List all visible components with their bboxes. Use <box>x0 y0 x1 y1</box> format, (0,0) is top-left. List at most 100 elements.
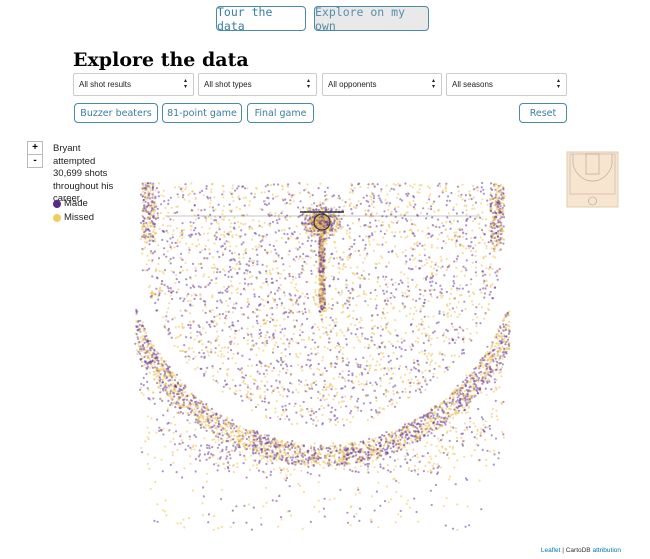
shot-dot <box>264 408 267 411</box>
shot-dot <box>163 200 166 203</box>
shot-dot <box>251 247 254 251</box>
shot-dot <box>204 216 207 219</box>
shot-dot <box>411 455 414 458</box>
shot-dot <box>460 432 463 435</box>
shot-dot <box>188 200 191 203</box>
shot-dot <box>255 354 258 357</box>
shot-dot <box>269 458 272 461</box>
shot-dot <box>333 455 336 458</box>
shot-dot <box>448 297 451 300</box>
shot-dot <box>339 406 343 409</box>
shot-dot <box>290 423 293 426</box>
shot-dot <box>421 244 424 247</box>
shot-dot <box>305 255 308 258</box>
shot-dot <box>207 457 210 460</box>
shot-dot <box>442 310 445 314</box>
shot-dot <box>270 391 274 394</box>
shot-dot <box>381 328 384 331</box>
shot-dot <box>346 224 349 227</box>
shot-dot <box>151 252 154 255</box>
shot-dot <box>227 304 230 307</box>
shot-dot <box>249 387 252 390</box>
shot-dot <box>319 182 322 185</box>
shot-dot <box>181 269 185 272</box>
shot-dot <box>405 448 408 452</box>
shot-dot <box>171 403 174 406</box>
shot-dot <box>280 304 283 307</box>
shot-dot <box>396 255 399 258</box>
shot-dot <box>188 192 192 195</box>
shot-dot <box>363 292 366 295</box>
shot-dot <box>212 256 215 259</box>
shot-dot <box>199 293 202 296</box>
shot-dot <box>281 210 284 213</box>
shot-dot <box>332 377 336 380</box>
shot-dot <box>311 387 314 390</box>
shot-dot <box>230 291 233 295</box>
shot-dot <box>272 389 275 392</box>
shot-dot <box>450 287 453 290</box>
shot-dot <box>376 280 379 283</box>
shot-dot <box>224 289 227 292</box>
shot-dot <box>414 257 417 260</box>
shot-dot <box>441 353 444 356</box>
shot-dot <box>270 385 273 388</box>
shot-dot <box>277 254 280 257</box>
shot-dot <box>304 379 307 382</box>
shot-dot <box>374 395 377 398</box>
shot-dot <box>199 251 202 254</box>
shot-dot <box>214 347 217 350</box>
shot-dot <box>335 250 338 253</box>
shot-dot <box>470 454 473 457</box>
shot-dot <box>286 388 289 391</box>
shot-dot <box>318 408 321 411</box>
shot-dot <box>175 274 178 277</box>
shot-dot <box>314 281 317 284</box>
shot-dot <box>255 276 258 279</box>
shot-dot <box>190 294 193 297</box>
shot-dot <box>470 431 473 434</box>
shot-dot <box>140 386 143 389</box>
shot-dot <box>392 468 395 471</box>
shot-dot <box>147 389 150 392</box>
shot-dot <box>359 366 362 369</box>
shot-dot <box>285 415 289 418</box>
shot-dot <box>256 253 259 256</box>
shot-dot <box>208 227 211 230</box>
shot-dot <box>361 326 365 329</box>
shot-dot <box>463 406 466 409</box>
shot-dot <box>285 311 288 314</box>
shot-dot <box>188 422 191 425</box>
shot-dot <box>252 325 255 328</box>
shot-dot <box>419 307 423 310</box>
shot-dot <box>228 464 231 467</box>
shot-dot <box>341 360 344 364</box>
shot-dot <box>482 192 485 195</box>
shot-dot <box>204 426 207 430</box>
shot-dot <box>294 402 297 405</box>
shot-dot <box>359 225 362 228</box>
shot-dot <box>471 254 474 257</box>
shot-dot <box>193 403 196 406</box>
shot-dot <box>479 190 482 193</box>
shot-dot <box>390 367 393 370</box>
shot-dot <box>218 313 221 316</box>
shot-dot <box>423 315 426 318</box>
shot-dot <box>139 336 142 339</box>
shot-dot <box>379 379 382 382</box>
shot-dot <box>268 224 272 227</box>
shot-dot <box>148 397 151 401</box>
shot-dot <box>228 203 231 206</box>
shot-dot <box>437 465 440 468</box>
shot-dot <box>372 200 375 203</box>
shot-dot <box>270 214 273 217</box>
shot-dot <box>418 253 421 256</box>
shot-dot <box>479 359 482 362</box>
shot-dot <box>197 341 200 344</box>
shot-dot <box>336 197 339 200</box>
shot-dot <box>236 466 239 469</box>
shot-dot <box>184 391 187 394</box>
shot-dot <box>194 421 197 424</box>
shot-dot <box>292 200 295 203</box>
shot-dot <box>416 379 419 382</box>
